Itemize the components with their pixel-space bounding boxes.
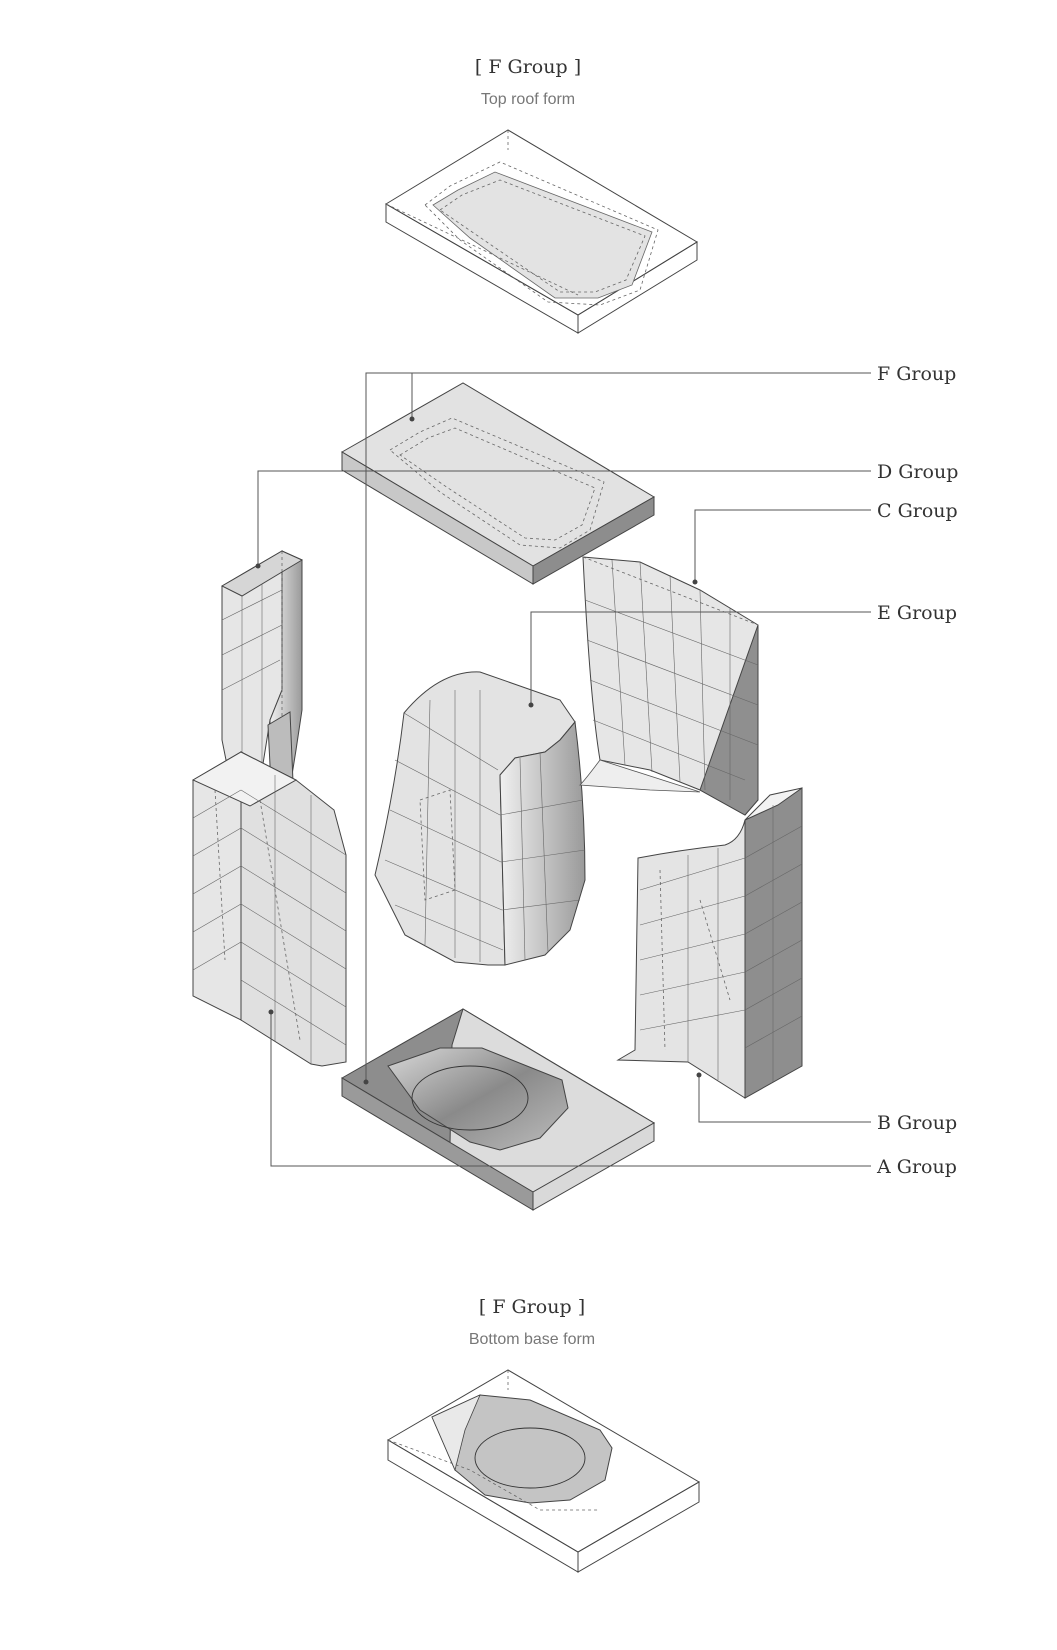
a-group-wall [191, 751, 347, 1067]
callout-e-group: E Group [877, 602, 957, 624]
b-group-grid [639, 805, 803, 1082]
top-detail-subtitle: Top roof form [481, 91, 575, 108]
bottom-detail-subtitle: Bottom base form [469, 1331, 595, 1348]
a-group-grid [192, 775, 347, 1064]
f-group-roof-slab [341, 382, 655, 585]
b-group-wall [616, 787, 803, 1099]
top-detail-title: [ F Group ] [475, 56, 581, 78]
callout-c-group: C Group [877, 500, 958, 522]
c-group-grid [582, 556, 759, 800]
top-roof-form-drawing [385, 129, 698, 334]
bottom-base-form-drawing [387, 1369, 700, 1573]
e-group-grid [384, 690, 586, 962]
callout-f-group: F Group [877, 363, 956, 385]
callout-a-group: A Group [876, 1156, 957, 1178]
callout-b-group: B Group [877, 1112, 957, 1134]
bottom-detail-title: [ F Group ] [479, 1296, 585, 1318]
c-group-wall [579, 556, 759, 816]
callout-d-group: D Group [877, 461, 958, 483]
f-group-base-slab [341, 1008, 655, 1211]
callout-leaders [255, 372, 871, 1167]
e-group-volume [374, 671, 586, 966]
